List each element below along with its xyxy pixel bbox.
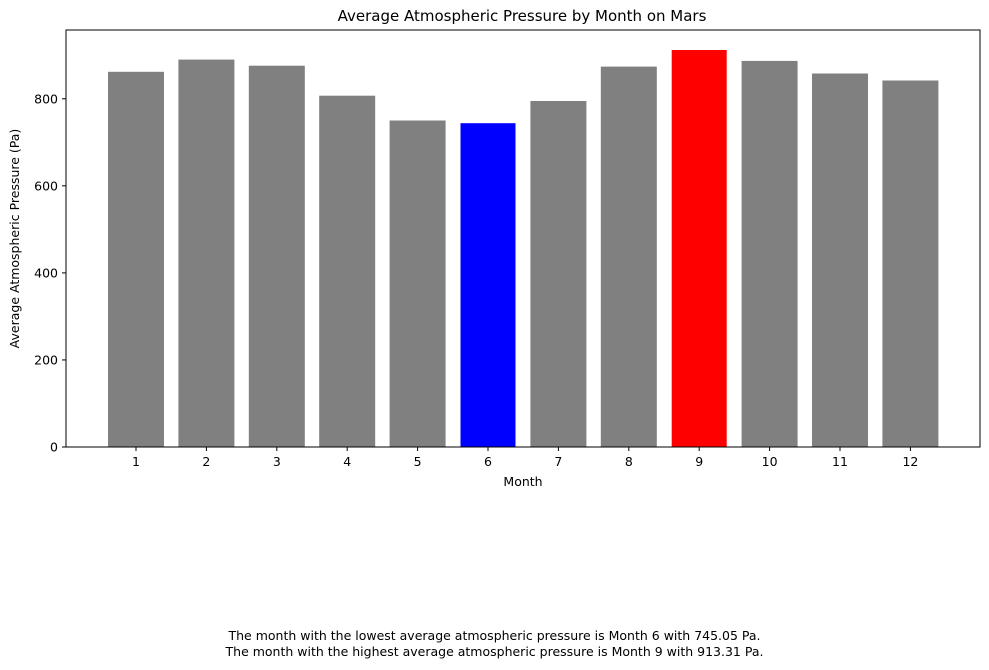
bar-month-12	[882, 80, 939, 447]
bar-month-10	[741, 60, 798, 448]
chart-title: Average Atmospheric Pressure by Month on…	[338, 7, 707, 25]
bars-layer	[108, 49, 939, 448]
x-tick-label: 8	[625, 454, 633, 469]
bar-month-5	[389, 120, 446, 447]
y-tick-label: 400	[34, 265, 58, 280]
bar-month-9	[670, 49, 728, 448]
x-tick-label: 1	[132, 454, 140, 469]
x-tick-label: 3	[273, 454, 281, 469]
x-tick-label: 7	[554, 454, 562, 469]
x-tick-label: 10	[762, 454, 778, 469]
bar-month-7	[530, 101, 587, 447]
x-tick-label: 2	[202, 454, 210, 469]
bar-month-4	[319, 95, 376, 447]
bar-month-8	[600, 66, 657, 447]
x-axis-label: Month	[503, 474, 542, 489]
highest-pressure-note: The month with the highest average atmos…	[225, 644, 764, 659]
lowest-pressure-note: The month with the lowest average atmosp…	[228, 628, 761, 643]
x-tick-label: 5	[414, 454, 422, 469]
y-tick-label: 200	[34, 352, 58, 367]
x-tick-label: 11	[832, 454, 848, 469]
plot-frame	[65, 29, 981, 448]
y-axis-label: Average Atmospheric Pressure (Pa)	[7, 129, 22, 349]
y-tick-label: 0	[50, 440, 58, 455]
bar-month-2	[178, 59, 235, 447]
x-tick-label: 6	[484, 454, 492, 469]
x-tick-label: 12	[902, 454, 918, 469]
bar-month-6	[459, 122, 517, 448]
x-tick-label: 9	[695, 454, 703, 469]
y-tick-label: 600	[34, 178, 58, 193]
bar-month-1	[108, 71, 164, 448]
x-tick-label: 4	[343, 454, 351, 469]
bar-month-3	[248, 65, 305, 447]
bar-month-11	[812, 73, 868, 447]
y-tick-label: 800	[34, 91, 58, 106]
